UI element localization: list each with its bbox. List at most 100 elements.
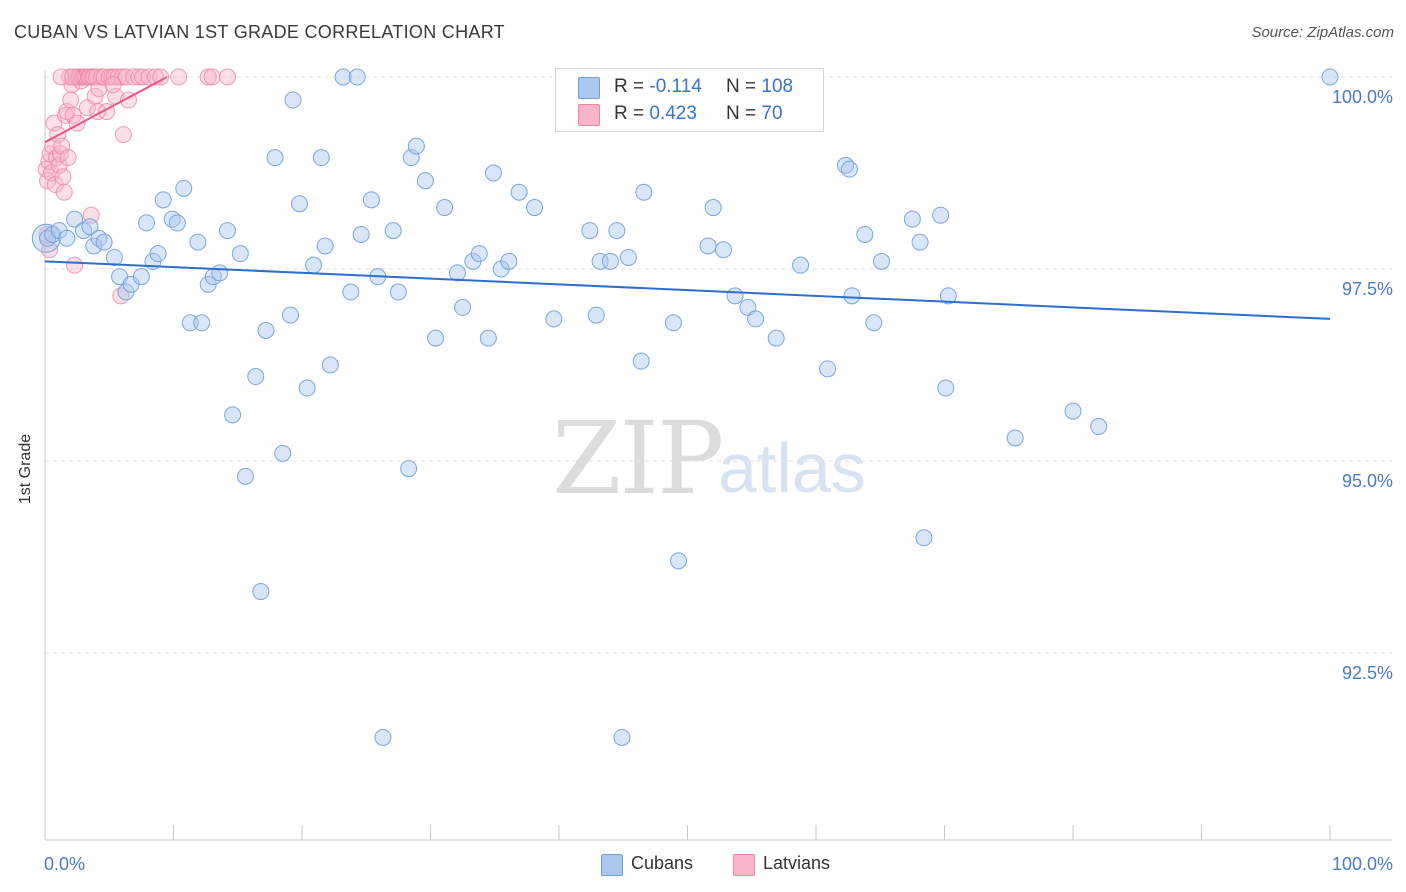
cuban-point (352, 225, 370, 243)
latvian-point (199, 68, 217, 86)
cuban-point (470, 245, 488, 263)
latvian-point (125, 68, 143, 86)
x-tick-label-min: 0.0% (44, 854, 85, 874)
cuban-point (840, 160, 858, 178)
cuban-point (436, 199, 454, 217)
cuban-point (1321, 68, 1339, 86)
cuban-point (236, 467, 254, 485)
tick-labels: 92.5% 95.0% 97.5% 100.0% 0.0% 100.0% (44, 87, 1393, 874)
cuban-point (247, 368, 265, 386)
latvian-point (134, 68, 152, 86)
cuban-point (224, 406, 242, 424)
cuban-point (601, 252, 619, 270)
cuban-point (348, 68, 366, 86)
cuban-point (257, 321, 275, 339)
cuban-point (915, 529, 933, 547)
latvian-point (152, 68, 170, 86)
cuban-point (865, 314, 883, 332)
cuban-point (274, 444, 292, 462)
cuban-point (181, 314, 199, 332)
watermark-atlas: atlas (718, 429, 866, 507)
cuban-point (362, 191, 380, 209)
cuban-point (526, 199, 544, 217)
cuban-point (95, 233, 113, 251)
cuban-point (427, 329, 445, 347)
cuban-point (132, 268, 150, 286)
cuban-point (747, 310, 765, 328)
cuban-point (484, 164, 502, 182)
y-tick-label: 95.0% (1342, 471, 1393, 491)
y-tick-label: 100.0% (1332, 87, 1393, 107)
cuban-point (218, 222, 236, 240)
cuban-point (1090, 417, 1108, 435)
cuban-point (632, 352, 650, 370)
latvians-r: R = 0.423 (614, 103, 697, 124)
cuban-point (608, 222, 626, 240)
latvian-point (170, 68, 188, 86)
cuban-point (149, 245, 167, 263)
latvian-point (62, 91, 80, 109)
cuban-point (290, 195, 308, 213)
cuban-point (384, 222, 402, 240)
cuban-point (284, 91, 302, 109)
latvian-point (140, 68, 158, 86)
cuban-point (726, 287, 744, 305)
cuban-point (856, 225, 874, 243)
bottom-latvians-swatch (733, 854, 755, 876)
cuban-point (211, 264, 229, 282)
cuban-point (670, 552, 688, 570)
cuban-point (298, 379, 316, 397)
cuban-point (792, 256, 810, 274)
cuban-point (193, 314, 211, 332)
latvians-trend-line (44, 76, 168, 144)
latvian-point (104, 76, 122, 94)
cubans-r: R = -0.114 (614, 76, 702, 97)
cuban-point (587, 306, 605, 324)
cuban-point (407, 137, 425, 155)
cuban-point (581, 222, 599, 240)
cuban-point (266, 149, 284, 167)
cuban-point (613, 728, 631, 746)
cuban-point (619, 248, 637, 266)
bottom-cubans-swatch (601, 854, 623, 876)
cuban-point (334, 68, 352, 86)
cubans-swatch (578, 77, 600, 99)
latvian-point (54, 168, 72, 186)
latvians-swatch (578, 104, 600, 126)
watermark-zip: ZIP (552, 400, 724, 517)
latvian-point (55, 183, 73, 201)
y-tick-label: 92.5% (1342, 663, 1393, 683)
cuban-point (281, 306, 299, 324)
cuban-point (545, 310, 563, 328)
cuban-point (189, 233, 207, 251)
cuban-point (66, 210, 84, 228)
cuban-point (500, 252, 518, 270)
cuban-point (389, 283, 407, 301)
cubans-n-value: 108 (761, 76, 794, 97)
cuban-point (154, 191, 172, 209)
cuban-point (321, 356, 339, 374)
x-axis (44, 70, 1392, 841)
cuban-point (635, 183, 653, 201)
bottom-latvians-label: Latvians (763, 853, 831, 873)
latvians-n-value: 70 (761, 103, 783, 124)
latvian-point (114, 126, 132, 144)
cuban-point (591, 252, 609, 270)
cuban-point (374, 728, 392, 746)
cubans-trend-line (44, 260, 1331, 320)
cuban-point (843, 287, 861, 305)
cubans-n: N = 108 (726, 76, 794, 97)
cuban-point (312, 149, 330, 167)
latvian-point (218, 68, 236, 86)
latvian-point (52, 68, 70, 86)
cuban-point (510, 183, 528, 201)
cuban-point (714, 241, 732, 259)
grid-lines (45, 76, 1392, 654)
cuban-point (231, 245, 249, 263)
latvian-point (59, 149, 77, 167)
cuban-point (305, 256, 323, 274)
latvian-point (66, 256, 84, 274)
cuban-point (939, 287, 957, 305)
cuban-point (400, 460, 418, 478)
